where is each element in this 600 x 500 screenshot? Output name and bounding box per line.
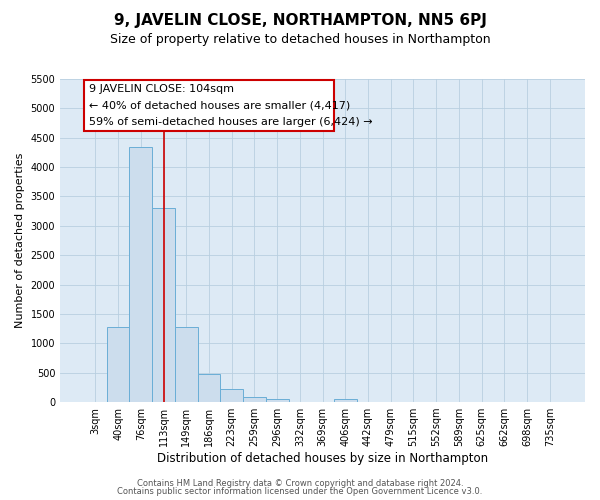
Text: Contains HM Land Registry data © Crown copyright and database right 2024.: Contains HM Land Registry data © Crown c… (137, 478, 463, 488)
Bar (152, 208, 175, 402)
Text: ← 40% of detached houses are smaller (4,417): ← 40% of detached houses are smaller (4,… (89, 100, 350, 110)
X-axis label: Distribution of detached houses by size in Northampton: Distribution of detached houses by size … (157, 452, 488, 465)
Text: 9, JAVELIN CLOSE, NORTHAMPTON, NN5 6PJ: 9, JAVELIN CLOSE, NORTHAMPTON, NN5 6PJ (113, 12, 487, 28)
Bar (220, 388, 243, 402)
Text: Size of property relative to detached houses in Northampton: Size of property relative to detached ho… (110, 32, 490, 46)
Bar (130, 146, 152, 402)
Bar (175, 328, 197, 402)
Bar (107, 328, 130, 402)
Bar (334, 399, 356, 402)
Y-axis label: Number of detached properties: Number of detached properties (15, 153, 25, 328)
Bar (266, 398, 289, 402)
Bar (197, 374, 220, 402)
Text: Contains public sector information licensed under the Open Government Licence v3: Contains public sector information licen… (118, 487, 482, 496)
Text: 9 JAVELIN CLOSE: 104sqm: 9 JAVELIN CLOSE: 104sqm (89, 84, 233, 94)
FancyBboxPatch shape (84, 80, 334, 130)
Bar (243, 396, 266, 402)
Text: 59% of semi-detached houses are larger (6,424) →: 59% of semi-detached houses are larger (… (89, 117, 372, 127)
